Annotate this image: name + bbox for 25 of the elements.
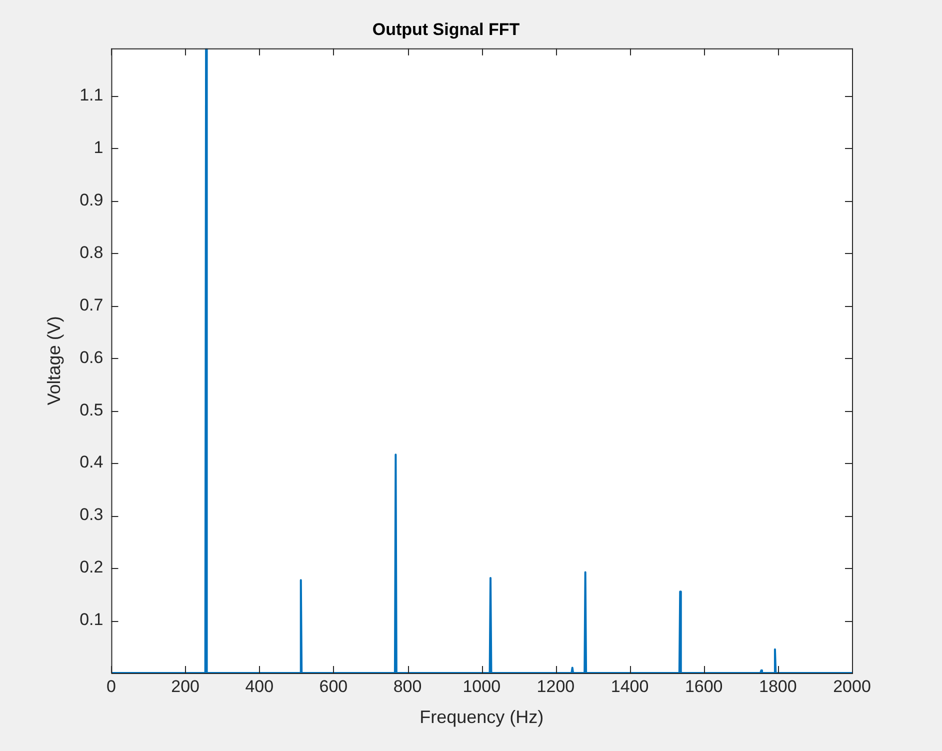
y-tick-label: 0.4 <box>80 452 104 472</box>
x-axis-title: Frequency (Hz) <box>420 707 544 728</box>
x-tick-label: 200 <box>171 676 200 696</box>
x-tick-label: 1000 <box>462 676 501 696</box>
x-tick-label: 800 <box>393 676 422 696</box>
x-tick-label: 2000 <box>833 676 871 696</box>
y-tick-label: 0.5 <box>80 400 104 420</box>
x-tick-label: 1200 <box>536 676 575 696</box>
y-tick-label: 0.1 <box>80 610 104 630</box>
x-tick-label: 1800 <box>759 676 797 696</box>
x-tick-label: 0 <box>106 676 116 696</box>
x-tick-label: 1600 <box>684 676 723 696</box>
chart-title: Output Signal FFT <box>372 20 520 39</box>
y-tick-label: 0.9 <box>80 190 104 210</box>
y-tick-label: 0.6 <box>80 348 104 367</box>
y-tick-label: 1 <box>94 138 104 157</box>
x-tick-label: 400 <box>245 676 274 696</box>
y-tick-label: 1.1 <box>80 85 104 104</box>
y-tick-label: 0.3 <box>80 505 104 524</box>
y-tick-label: 0.8 <box>80 242 104 262</box>
x-tick-label: 600 <box>319 676 348 696</box>
y-axis-title: Voltage (V) <box>44 316 64 406</box>
x-tick-label: 1400 <box>610 676 649 696</box>
y-tick-label: 0.2 <box>80 558 104 577</box>
y-tick-label: 0.7 <box>80 295 104 314</box>
